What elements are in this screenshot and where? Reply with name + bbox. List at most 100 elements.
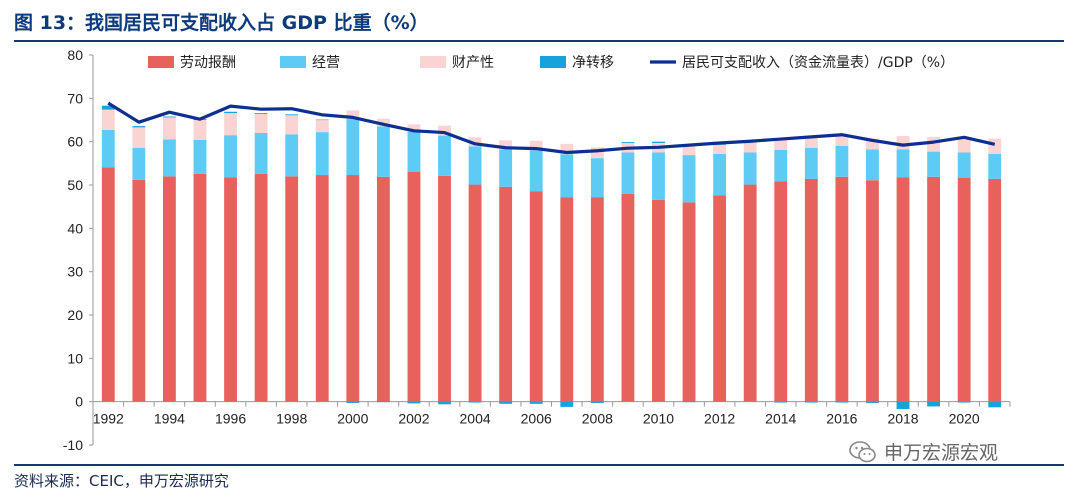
title-divider [14, 40, 1064, 42]
bar-segment [315, 175, 329, 402]
bar-segment [743, 152, 757, 185]
bar-segment [529, 140, 543, 151]
bar-segment [988, 153, 1002, 179]
x-tick-label: 2002 [398, 411, 429, 427]
chart-title: 图 13：我国居民可支配收入占 GDP 比重（%） [14, 12, 429, 34]
footer-divider [14, 464, 1064, 466]
bar-segment [682, 202, 696, 402]
bar-segment [468, 137, 482, 147]
wechat-icon [849, 440, 876, 462]
bar-segment [927, 401, 941, 407]
bar-segment [774, 149, 788, 182]
bar-segment [835, 176, 849, 402]
bar-segment [162, 116, 176, 118]
bar-segment [774, 139, 788, 150]
line-series-path [107, 101, 996, 155]
source-note: 资料来源：CEIC，申万宏源研究 [14, 472, 229, 490]
y-tick-label: 40 [67, 220, 83, 236]
bar-segment [224, 113, 237, 136]
y-tick-label: 70 [67, 90, 83, 106]
bar-segment [468, 146, 482, 185]
watermark: 申万宏源宏观 [848, 438, 998, 465]
bar-segment [438, 401, 451, 405]
bar-segment [254, 133, 268, 174]
bar-segment [774, 401, 788, 403]
x-tick-label: 2020 [949, 411, 980, 427]
bar-segment [529, 191, 543, 402]
bar-segment [866, 180, 879, 402]
bar-segment [927, 151, 941, 177]
bar-segment [590, 147, 604, 159]
bar-segment [407, 172, 421, 402]
bar-segment [346, 175, 360, 402]
bar-segment [315, 132, 329, 176]
bar-segment [407, 401, 421, 404]
legend-swatch [540, 56, 566, 68]
y-axis: -10 0 10 20 30 40 50 60 70 80 [63, 47, 94, 453]
bar-segment [346, 110, 360, 119]
y-tick-label: 20 [67, 307, 83, 323]
bar-segment [621, 193, 635, 402]
legend-swatch [280, 56, 306, 68]
bar-segment [743, 141, 757, 153]
bar-segment [774, 181, 788, 402]
bar-segment [499, 401, 513, 404]
x-tick-label: 2004 [460, 411, 491, 427]
bar-segment [866, 401, 879, 403]
bar-segment [315, 119, 329, 121]
bar-segment [560, 154, 574, 198]
y-tick-label: 10 [67, 350, 83, 366]
bar-segment [193, 173, 207, 402]
bar-segment [560, 401, 574, 407]
x-axis: 1992 1994 1996 1998 2000 2002 2004 2006 2008 2010… [92, 401, 1011, 427]
x-tick-label: 1996 [215, 411, 246, 427]
bar-segment [407, 131, 421, 172]
bar-segment [101, 105, 115, 110]
bar-segment [162, 117, 176, 140]
bar-segment [957, 139, 971, 153]
bar-segment [438, 135, 451, 176]
bar-segment [835, 401, 849, 403]
bar-segment [590, 197, 604, 402]
bar-segment [132, 126, 146, 128]
bar-segment [927, 136, 941, 152]
bar-segment [499, 140, 513, 150]
bar-segment [835, 146, 849, 177]
bar-segment [560, 197, 574, 402]
bar-segment [346, 401, 360, 403]
legend-label: 劳动报酬 [180, 55, 236, 71]
bar-segment [988, 401, 1002, 408]
bar-segment [376, 118, 390, 127]
bar-segment [224, 135, 237, 178]
bar-segment [957, 152, 971, 178]
chart-legend: 劳动报酬 经营 财产性 净转移 居民可支配收入（资金流量表）/GDP（%） [148, 55, 954, 71]
bar-segment [438, 175, 451, 402]
bar-segment [804, 137, 818, 148]
bar-segment [713, 153, 727, 196]
bar-segment [193, 139, 207, 174]
x-tick-label: 1998 [276, 411, 307, 427]
bar-segment [132, 179, 146, 402]
bar-segment [529, 150, 543, 192]
bar-series [101, 105, 1002, 410]
y-tick-label: 0 [75, 394, 83, 410]
bar-segment [101, 129, 115, 168]
bar-segment [621, 152, 635, 194]
bar-segment [896, 136, 910, 150]
bar-segment [285, 134, 299, 177]
legend-label: 净转移 [572, 55, 614, 71]
bar-segment [682, 401, 696, 403]
bar-segment [254, 113, 268, 114]
bar-segment [652, 199, 665, 402]
bar-segment [376, 126, 390, 177]
bar-segment [652, 141, 665, 143]
x-tick-label: 1992 [93, 411, 124, 427]
bar-segment [132, 147, 146, 180]
bar-segment [866, 149, 879, 181]
x-tick-label: 2014 [765, 411, 796, 427]
bar-segment [804, 401, 818, 403]
bar-segment [866, 138, 879, 150]
bar-segment [224, 177, 237, 402]
bar-segment [988, 138, 1002, 154]
bar-segment [896, 149, 910, 178]
